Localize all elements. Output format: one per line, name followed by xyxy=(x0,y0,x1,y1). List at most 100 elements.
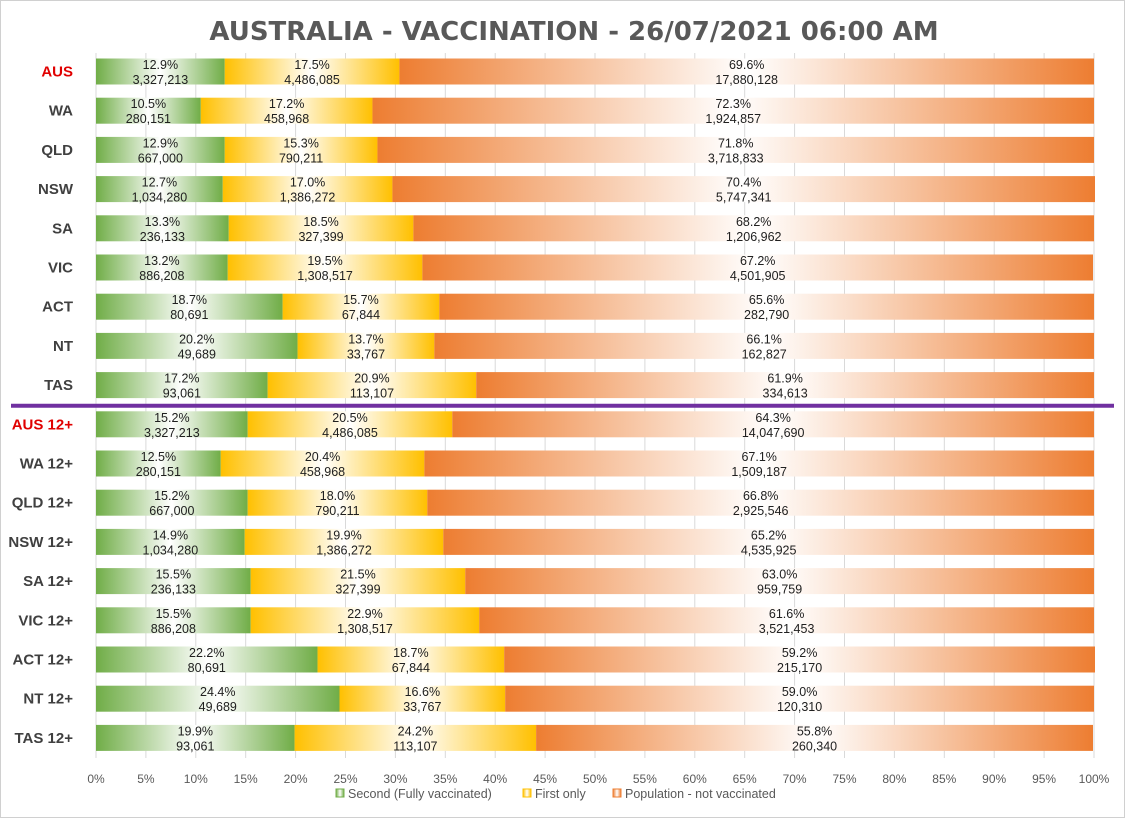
x-tick-label: 25% xyxy=(333,772,357,786)
x-tick-label: 70% xyxy=(783,772,807,786)
data-label-second-pct: 15.5% xyxy=(156,568,191,582)
bars-layer: 12.9%3,327,21317.5%4,486,08569.6%17,880,… xyxy=(11,58,1114,753)
category-label: AUS 12+ xyxy=(12,416,74,433)
data-label-second-count: 236,133 xyxy=(151,583,196,597)
data-label-first-only-count: 33,767 xyxy=(403,700,441,714)
data-label-first-only-count: 458,968 xyxy=(300,465,345,479)
legend-item-first: First only xyxy=(522,787,586,801)
bar-segment-not-vaccinated xyxy=(536,724,1094,751)
data-label-second-count: 93,061 xyxy=(163,387,201,401)
x-tick-label: 5% xyxy=(137,772,155,786)
data-label-not-vaccinated-pct: 61.9% xyxy=(767,372,802,386)
x-tick-label: 20% xyxy=(284,772,308,786)
bar-segment-first-only xyxy=(297,332,435,359)
bar-segment-second xyxy=(96,724,295,751)
bar-row: 17.2%93,061 20.9%113,107 61.9%334,613 xyxy=(96,372,1094,401)
bar-segment-second xyxy=(96,372,268,399)
data-label-second-count: 49,689 xyxy=(178,347,216,361)
category-label: NT xyxy=(53,338,73,355)
bar-segment-second xyxy=(96,215,229,242)
data-label-second-count: 1,034,280 xyxy=(132,191,188,205)
data-label-second-count: 886,208 xyxy=(151,622,196,636)
bar-row: 15.5%236,133 21.5%327,399 63.0%959,759 xyxy=(96,568,1094,597)
data-label-not-vaccinated-count: 3,521,453 xyxy=(759,622,815,636)
bar-segment-second xyxy=(96,411,248,438)
data-label-second-count: 3,327,213 xyxy=(144,426,200,440)
bar-segment-second xyxy=(96,607,251,634)
bar-segment-second xyxy=(96,293,283,320)
data-label-not-vaccinated-pct: 68.2% xyxy=(736,215,771,229)
data-label-not-vaccinated-pct: 55.8% xyxy=(797,724,832,738)
x-tick-label: 0% xyxy=(87,772,105,786)
data-label-first-only-count: 327,399 xyxy=(298,230,343,244)
bar-segment-first-only xyxy=(250,568,466,595)
category-label: VIC 12+ xyxy=(18,612,73,629)
bar-segment-first-only xyxy=(200,97,373,124)
data-label-second-pct: 10.5% xyxy=(131,97,166,111)
bar-segment-not-vaccinated xyxy=(413,215,1094,242)
legend-item-unvaccinated: Population - not vaccinated xyxy=(612,787,776,801)
category-label: TAS 12+ xyxy=(15,730,74,747)
bar-row: 22.2%80,691 18.7%67,844 59.2%215,170 xyxy=(96,646,1095,675)
data-label-not-vaccinated-pct: 72.3% xyxy=(715,97,750,111)
data-label-not-vaccinated-pct: 64.3% xyxy=(755,411,790,425)
x-tick-label: 40% xyxy=(483,772,507,786)
category-label: ACT xyxy=(42,299,73,316)
x-axis-ticks: 0% 5% 10% 15% 20% 25% 30% 35% 40% 45% 50% 55% 60% 65%… xyxy=(87,772,1109,786)
data-label-second-pct: 14.9% xyxy=(153,528,188,542)
data-label-not-vaccinated-count: 282,790 xyxy=(744,308,789,322)
bar-segment-first-only xyxy=(317,646,505,673)
bar-segment-not-vaccinated xyxy=(465,568,1094,595)
data-label-second-pct: 15.2% xyxy=(154,411,189,425)
category-label: AUS xyxy=(41,64,73,81)
data-label-not-vaccinated-count: 1,509,187 xyxy=(731,465,787,479)
data-label-first-only-count: 327,399 xyxy=(335,583,380,597)
category-label: QLD xyxy=(41,142,73,159)
bar-segment-not-vaccinated xyxy=(377,136,1094,163)
bar-segment-not-vaccinated xyxy=(399,58,1095,85)
data-label-first-only-count: 33,767 xyxy=(347,347,385,361)
data-label-second-pct: 13.3% xyxy=(145,215,180,229)
bar-segment-second xyxy=(96,332,298,359)
data-label-second-pct: 15.2% xyxy=(154,489,189,503)
data-label-first-only-pct: 17.2% xyxy=(269,97,304,111)
data-label-second-count: 93,061 xyxy=(176,739,214,753)
x-tick-label: 95% xyxy=(1032,772,1056,786)
bar-segment-first-only xyxy=(267,372,477,399)
data-label-first-only-count: 1,386,272 xyxy=(316,543,372,557)
bar-segment-second xyxy=(96,646,318,673)
bar-segment-not-vaccinated xyxy=(392,176,1095,203)
bar-segment-first-only xyxy=(282,293,440,320)
data-label-second-pct: 12.9% xyxy=(143,58,178,72)
data-label-first-only-count: 4,486,085 xyxy=(322,426,378,440)
data-label-second-count: 667,000 xyxy=(149,504,194,518)
legend-item-second: Second (Fully vaccinated) xyxy=(335,787,492,801)
data-label-not-vaccinated-pct: 59.0% xyxy=(782,685,817,699)
data-label-first-only-pct: 16.6% xyxy=(405,685,440,699)
bar-segment-second xyxy=(96,568,251,595)
data-label-not-vaccinated-pct: 71.8% xyxy=(718,136,753,150)
data-label-second-pct: 12.9% xyxy=(143,136,178,150)
category-label: WA 12+ xyxy=(20,456,73,473)
bar-row: 18.7%80,691 15.7%67,844 65.6%282,790 xyxy=(96,293,1094,322)
data-label-not-vaccinated-pct: 66.8% xyxy=(743,489,778,503)
bar-segment-second xyxy=(96,136,225,163)
bar-segment-not-vaccinated xyxy=(443,528,1095,555)
category-label: QLD 12+ xyxy=(12,495,74,512)
data-label-first-only-count: 790,211 xyxy=(279,151,323,165)
bar-segment-not-vaccinated xyxy=(439,293,1094,320)
bar-row: 12.7%1,034,280 17.0%1,386,272 70.4%5,747,3… xyxy=(96,176,1095,205)
category-label: NT 12+ xyxy=(23,691,73,708)
data-label-first-only-pct: 18.7% xyxy=(393,646,428,660)
bar-row: 13.2%886,208 19.5%1,308,517 67.2%4,501,905 xyxy=(96,254,1094,283)
bar-segment-first-only xyxy=(228,215,414,242)
x-tick-label: 55% xyxy=(633,772,657,786)
x-tick-label: 80% xyxy=(882,772,906,786)
data-label-not-vaccinated-count: 162,827 xyxy=(742,347,787,361)
bar-row: 15.5%886,208 22.9%1,308,517 61.6%3,521,453 xyxy=(96,607,1094,636)
data-label-not-vaccinated-count: 1,924,857 xyxy=(705,112,761,126)
bar-segment-not-vaccinated xyxy=(427,489,1094,516)
data-label-first-only-pct: 22.9% xyxy=(347,607,382,621)
bar-segment-first-only xyxy=(220,450,425,477)
